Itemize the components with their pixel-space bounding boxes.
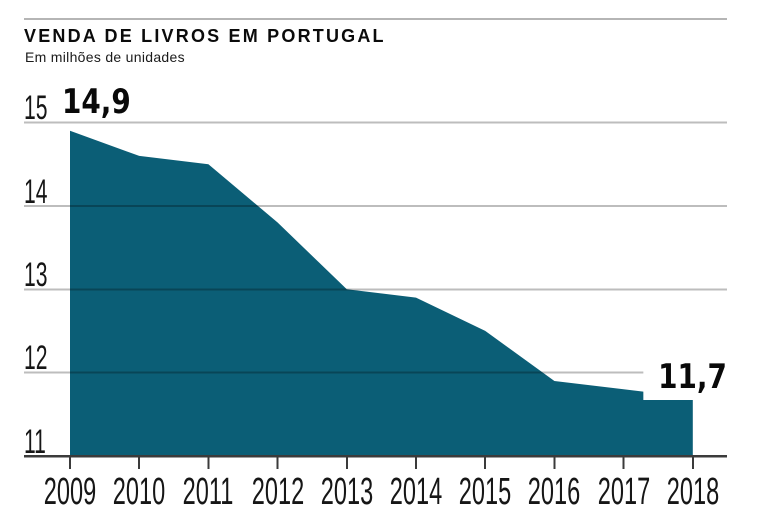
data-label-first-value: 14,9 bbox=[62, 82, 131, 122]
y-tick-label-12: 12 bbox=[24, 339, 48, 377]
x-tick-label-2015: 2015 bbox=[458, 471, 512, 513]
x-tick-label-2018: 2018 bbox=[666, 471, 720, 513]
top-rule bbox=[24, 18, 727, 20]
x-tick-label-2012: 2012 bbox=[251, 471, 305, 513]
y-tick-label-11: 11 bbox=[24, 423, 46, 461]
area-series bbox=[70, 130, 693, 457]
y-tick-label-13: 13 bbox=[24, 256, 48, 294]
x-tick-label-2017: 2017 bbox=[597, 471, 651, 513]
x-tick-label-2013: 2013 bbox=[320, 471, 374, 513]
y-tick-label-15: 15 bbox=[24, 89, 48, 127]
chart-title: VENDA DE LIVROS EM PORTUGAL bbox=[24, 26, 386, 46]
chart-subtitle: Em milhões de unidades bbox=[25, 49, 185, 65]
x-tick-label-2009: 2009 bbox=[43, 471, 97, 513]
x-tick-label-2010: 2010 bbox=[112, 471, 166, 513]
x-tick-label-2011: 2011 bbox=[182, 471, 234, 513]
x-tick-label-2016: 2016 bbox=[527, 471, 581, 513]
y-tick-label-14: 14 bbox=[24, 173, 48, 211]
x-tick-label-2014: 2014 bbox=[389, 471, 443, 513]
data-label-last-value: 11,7 bbox=[643, 360, 727, 400]
